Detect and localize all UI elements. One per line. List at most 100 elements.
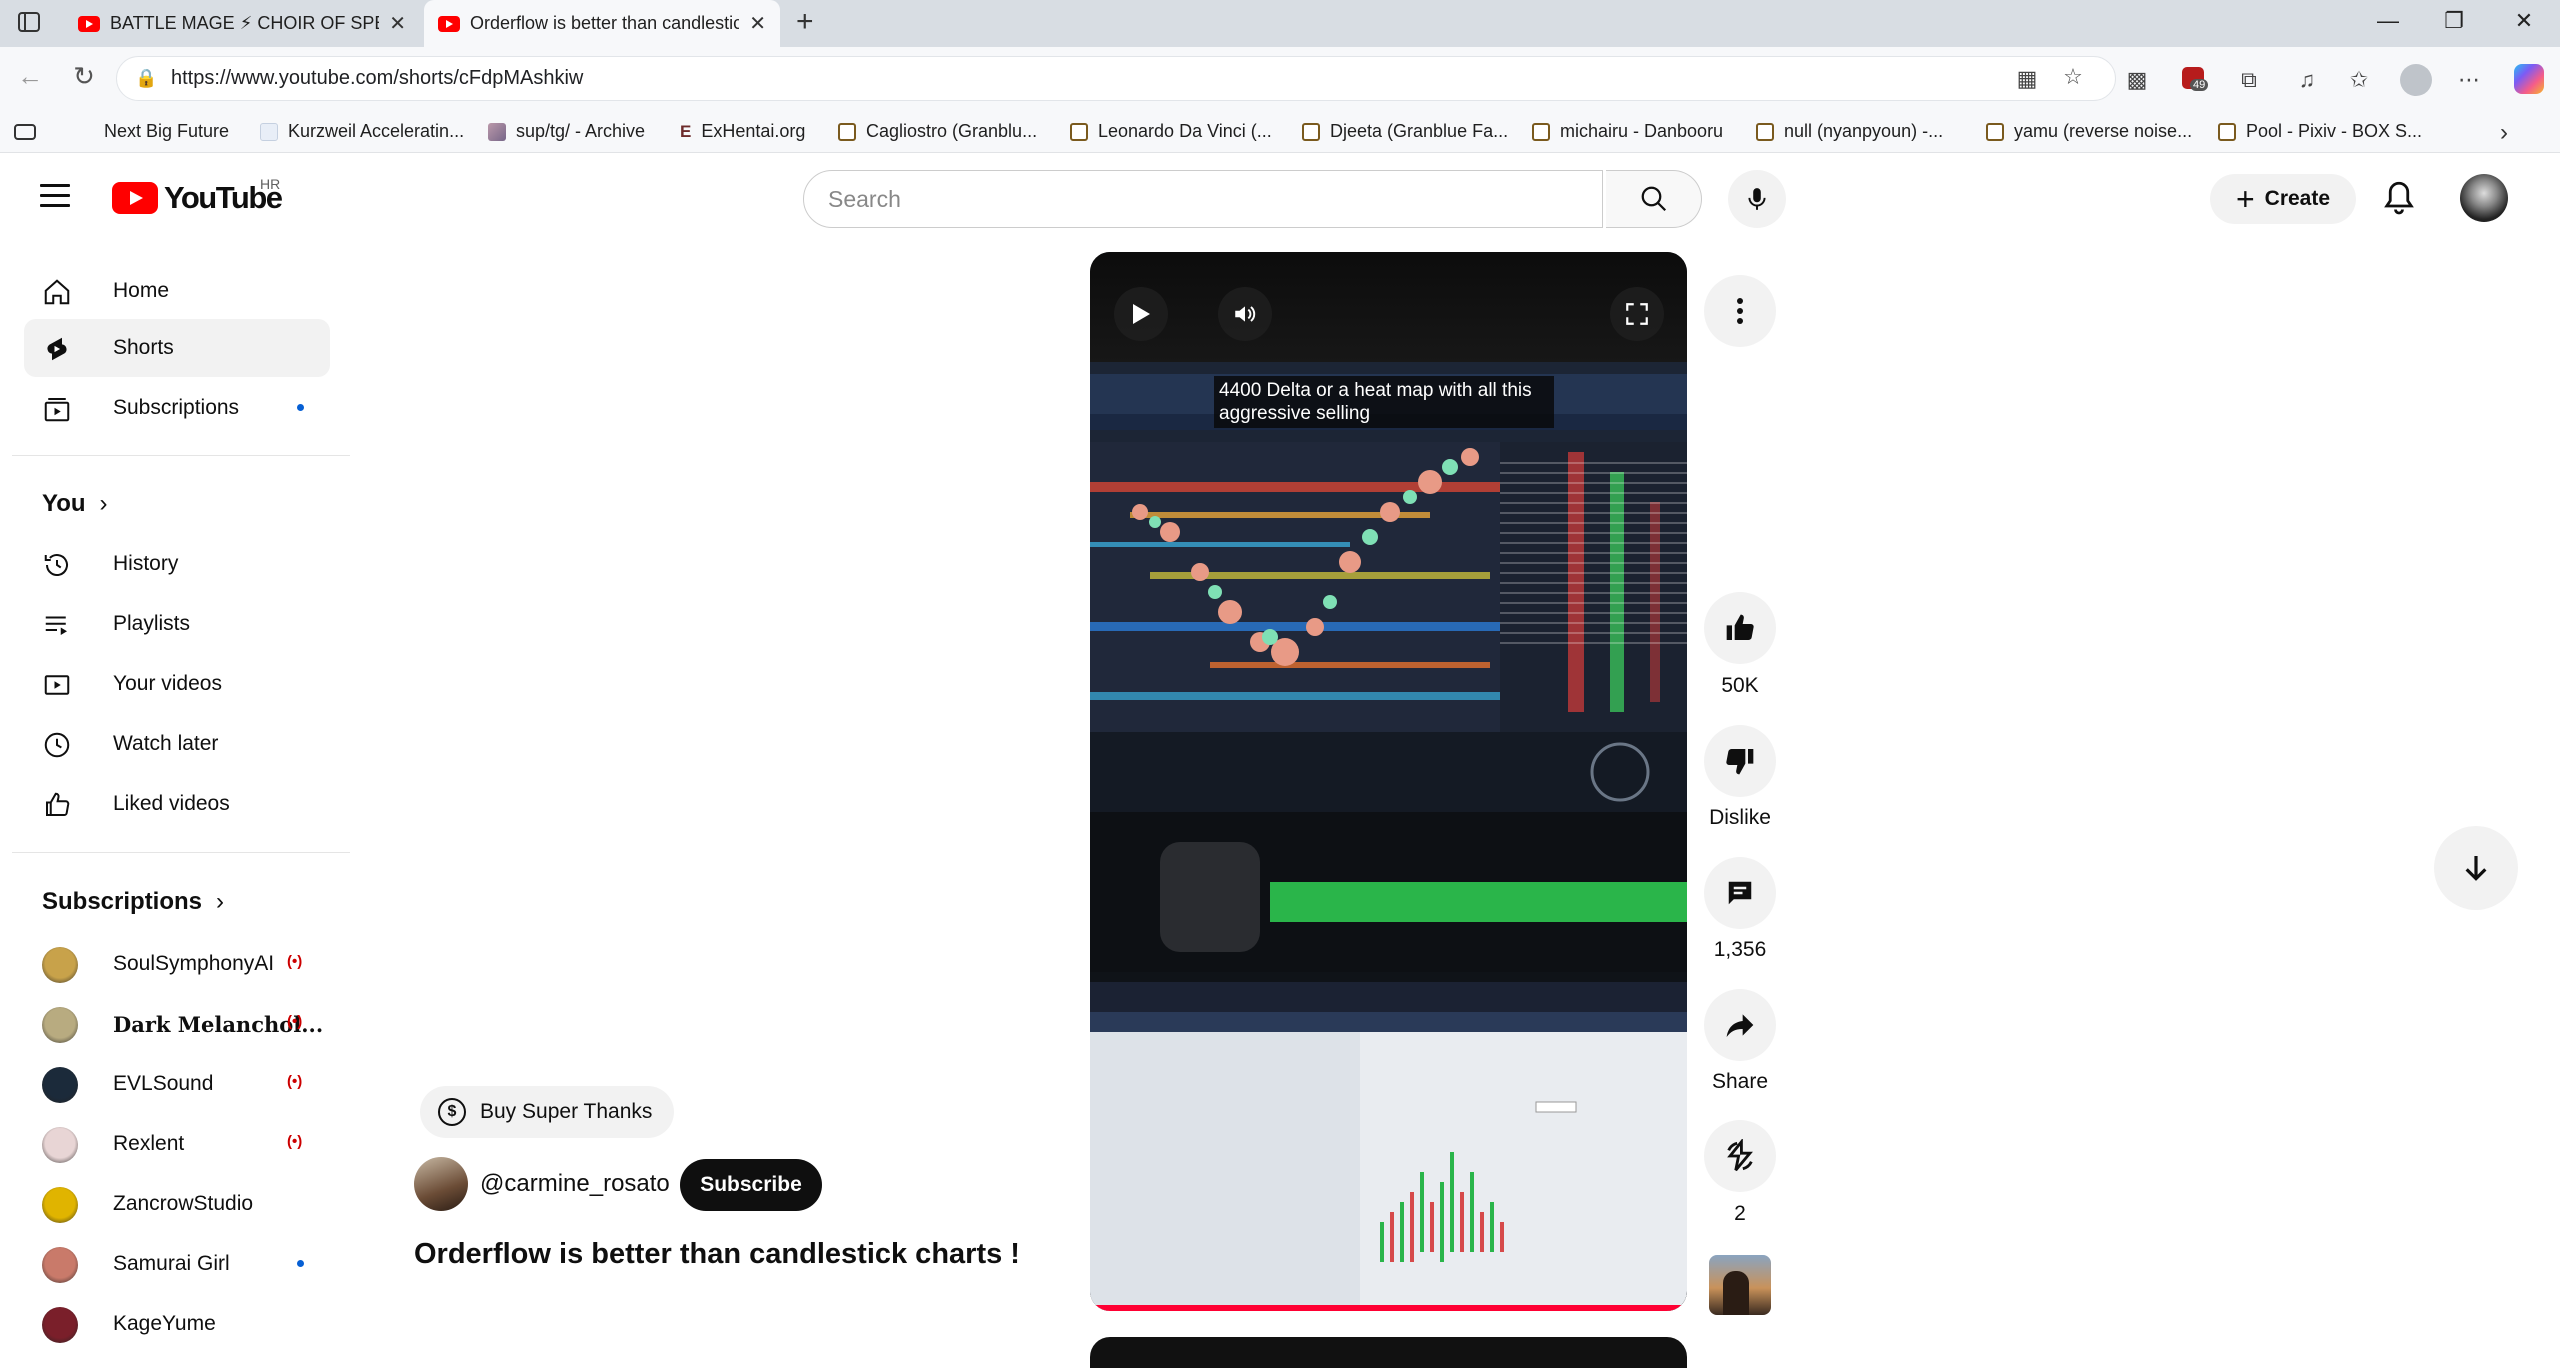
sidebar-item-subscriptions[interactable]: Subscriptions: [24, 379, 330, 437]
comment-icon: [1728, 881, 1752, 905]
sidebar-item-label: Watch later: [113, 732, 219, 755]
favorite-star-icon[interactable]: ☆: [2063, 64, 2083, 89]
volume-icon: [1235, 306, 1256, 322]
clock-icon: [44, 732, 70, 758]
qr-code-icon[interactable]: ▩: [2126, 67, 2148, 92]
browser-tab[interactable]: BATTLE MAGE ⚡ CHOIR OF SPELLS ✕: [64, 0, 420, 47]
reload-icon[interactable]: ↻: [73, 61, 95, 91]
channel-avatar: [42, 1067, 78, 1103]
bookmark-item[interactable]: Cagliostro (Granblu...: [838, 121, 1037, 142]
thumbs-down-icon: [1726, 749, 1754, 775]
live-indicator-icon: (•): [287, 953, 303, 970]
restore-icon[interactable]: ❐: [2444, 8, 2464, 33]
more-options-icon[interactable]: ⋯: [2458, 67, 2480, 92]
sidebar-item-your-videos[interactable]: Your videos: [24, 655, 330, 713]
url-input[interactable]: 🔒 https://www.youtube.com/shorts/cFdpMAs…: [116, 56, 2116, 101]
minimize-icon[interactable]: —: [2377, 8, 2399, 33]
folder-icon: [1532, 122, 1550, 141]
sidebar-divider: [12, 455, 350, 456]
sidebar-subscription-item[interactable]: Samurai Girl: [24, 1235, 330, 1293]
sidebar-subscription-item[interactable]: EVLSound (•): [24, 1055, 330, 1113]
comments-button[interactable]: [1704, 857, 1776, 929]
app-available-icon[interactable]: ▦: [2016, 66, 2038, 91]
notifications-bell-icon[interactable]: [2378, 178, 2420, 220]
sidebar-you-heading[interactable]: You ›: [42, 490, 108, 518]
bookmark-item[interactable]: Kurzweil Acceleratin...: [260, 121, 464, 142]
sidebar-item-playlists[interactable]: Playlists: [24, 595, 330, 653]
sidebar-item-home[interactable]: Home: [24, 262, 330, 320]
bookmark-label: Pool - Pixiv - BOX S...: [2246, 121, 2423, 141]
more-bookmarks-chevron-icon[interactable]: ›: [2500, 119, 2508, 146]
bookmark-item[interactable]: Leonardo Da Vinci (...: [1070, 121, 1272, 142]
close-tab-icon[interactable]: ✕: [389, 13, 406, 35]
volume-button[interactable]: [1218, 287, 1272, 341]
bookmark-item[interactable]: Next Big Future: [60, 121, 229, 142]
bookmark-item[interactable]: sup/tg/ - Archive: [488, 121, 645, 142]
subscribe-button[interactable]: Subscribe: [680, 1159, 822, 1211]
fullscreen-icon: [1626, 303, 1648, 325]
profile-icon[interactable]: [2400, 64, 2432, 96]
sidebar-item-label: Liked videos: [113, 792, 230, 815]
guide-menu-icon[interactable]: [40, 184, 70, 208]
youtube-play-logo-icon: [112, 182, 158, 214]
super-thanks-button[interactable]: $ Buy Super Thanks: [420, 1086, 675, 1138]
bookmark-item[interactable]: Pool - Pixiv - BOX S...: [2218, 121, 2422, 142]
thumbs-up-icon: [1726, 614, 1754, 640]
play-button[interactable]: [1114, 287, 1168, 341]
new-tab-icon[interactable]: +: [796, 5, 814, 38]
sidebar-item-shorts[interactable]: Shorts: [24, 319, 330, 377]
back-icon[interactable]: ←: [17, 61, 43, 91]
sidebar-item-watch-later[interactable]: Watch later: [24, 715, 330, 773]
sidebar-subscription-item[interactable]: KageYume: [24, 1295, 330, 1353]
search-input[interactable]: Search: [803, 170, 1603, 228]
new-content-dot: [297, 404, 304, 411]
sidebar-subscription-item[interactable]: Rexlent (•): [24, 1115, 330, 1173]
bookmark-item[interactable]: Djeeta (Granblue Fa...: [1302, 121, 1508, 142]
bookmark-item[interactable]: michairu - Danbooru: [1532, 121, 1723, 142]
next-short-preview[interactable]: [1090, 1337, 1687, 1368]
search-button[interactable]: [1606, 170, 1702, 228]
sidebar-item-label: Dark Melanchol...: [113, 1011, 324, 1037]
voice-search-button[interactable]: [1728, 170, 1786, 228]
close-window-icon[interactable]: ✕: [2514, 8, 2534, 33]
sidebar-item-liked-videos[interactable]: Liked videos: [24, 775, 330, 833]
account-avatar[interactable]: [2460, 174, 2508, 222]
fullscreen-button[interactable]: [1610, 287, 1664, 341]
sidebar-subscription-item[interactable]: SoulSymphonyAI (•): [24, 935, 330, 993]
sound-source-thumbnail[interactable]: [1709, 1255, 1771, 1315]
sidebar-subscription-item[interactable]: Dark Melanchol... (•): [24, 995, 330, 1053]
more-actions-button[interactable]: [1704, 275, 1776, 347]
channel-avatar[interactable]: [414, 1157, 468, 1211]
youtube-logo[interactable]: YouTube HR: [112, 176, 283, 216]
extensions-icon[interactable]: ⧉: [2241, 67, 2257, 92]
share-button[interactable]: [1704, 989, 1776, 1061]
site-info-icon[interactable]: 🔒: [135, 68, 158, 88]
arrow-down-icon: [2465, 856, 2487, 881]
sidebar-subscription-item[interactable]: ZancrowStudio: [24, 1175, 330, 1233]
media-control-icon[interactable]: ♫: [2298, 67, 2316, 92]
tab-actions-icon[interactable]: [18, 12, 40, 32]
like-button[interactable]: [1704, 592, 1776, 664]
browser-tab-active[interactable]: Orderflow is better than candlestick cha…: [424, 0, 780, 47]
dislike-button[interactable]: [1704, 725, 1776, 797]
copilot-icon[interactable]: [2514, 64, 2544, 94]
search-placeholder: Search: [828, 185, 901, 212]
remix-button[interactable]: [1704, 1120, 1776, 1192]
super-thanks-icon: $: [438, 1098, 466, 1126]
channel-avatar: [42, 1007, 78, 1043]
bookmark-item[interactable]: E ExHentai.org: [680, 121, 805, 142]
reading-list-icon[interactable]: [14, 124, 36, 140]
close-tab-icon[interactable]: ✕: [749, 13, 766, 35]
sidebar-item-history[interactable]: History: [24, 535, 330, 593]
sidebar-subscriptions-heading[interactable]: Subscriptions ›: [42, 888, 224, 916]
bookmark-item[interactable]: null (nyanpyoun) -...: [1756, 121, 1943, 142]
ublock-extension-icon[interactable]: 49: [2182, 67, 2209, 91]
bookmark-item[interactable]: yamu (reverse noise...: [1986, 121, 2192, 142]
short-video-player[interactable]: 4400 Delta or a heat map with all this a…: [1090, 252, 1687, 1311]
create-button[interactable]: + Create: [2210, 174, 2356, 224]
channel-name[interactable]: @carmine_rosato: [480, 1170, 670, 1197]
next-short-button[interactable]: [2434, 826, 2518, 910]
favorites-icon[interactable]: ✩: [2349, 67, 2369, 92]
video-progress-bar[interactable]: [1090, 1305, 1687, 1311]
live-indicator-icon: (•): [287, 1013, 303, 1030]
